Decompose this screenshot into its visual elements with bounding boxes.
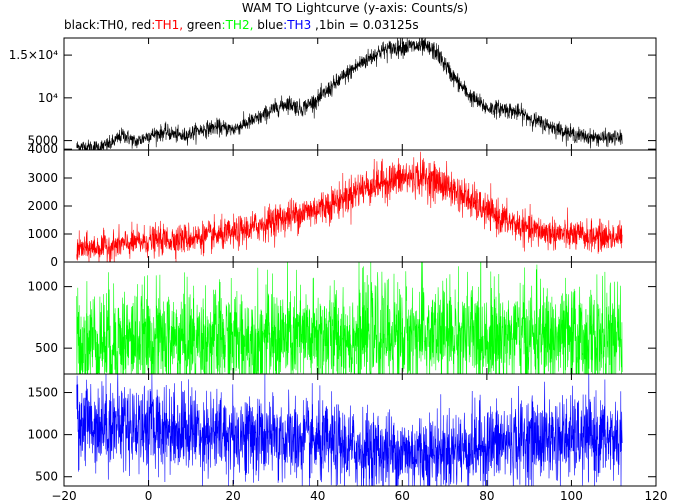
chart-subtitle: black:TH0, red:TH1, green:TH2, blue:TH3 … — [64, 18, 419, 32]
series-line-th0 — [76, 38, 623, 150]
panel-frame — [63, 373, 657, 487]
x-tick-label: −20 — [51, 489, 76, 503]
y-tick-label: 500 — [35, 470, 58, 484]
subtitle-part: ,1bin = 0.03125s — [311, 18, 418, 32]
y-tick-label: 10⁴ — [38, 91, 58, 105]
series-line-th3 — [76, 374, 623, 486]
y-tick-label: 0 — [50, 255, 58, 269]
y-tick-label: 1000 — [27, 227, 58, 241]
x-tick-label: 60 — [395, 489, 410, 503]
y-tick-label: 1.5×10⁴ — [9, 48, 58, 62]
subtitle-part: blue — [257, 18, 283, 32]
y-tick-label: 1000 — [27, 280, 58, 294]
series-line-th1 — [76, 151, 623, 262]
y-tick-label: 4000 — [27, 142, 58, 156]
series-line-th2 — [76, 262, 623, 374]
x-tick-label: 20 — [226, 489, 241, 503]
y-tick-label: 3000 — [27, 171, 58, 185]
chart-panels: 4000500010⁴1.5×10⁴0100020003000500100050… — [9, 37, 657, 487]
y-tick-label: 1500 — [27, 386, 58, 400]
x-axis: −20 0 20 40 60 80 100 120 — [51, 489, 667, 503]
subtitle-part: red — [132, 18, 152, 32]
x-tick-label: 80 — [479, 489, 494, 503]
x-tick-label: 40 — [310, 489, 325, 503]
x-tick-label: 100 — [560, 489, 583, 503]
y-tick-label: 1000 — [27, 428, 58, 442]
y-tick-label: 500 — [35, 341, 58, 355]
panel-th1: 0 1000 2000 3000 — [27, 149, 657, 269]
subtitle-part: :TH1, — [151, 18, 187, 32]
y-tick-label: 5000 — [27, 134, 58, 148]
subtitle-part: black — [64, 18, 96, 32]
subtitle-part: :TH3 — [283, 18, 311, 32]
x-tick-label: 0 — [145, 489, 153, 503]
subtitle-part: :TH2, — [222, 18, 258, 32]
subtitle-part: :TH0, — [96, 18, 132, 32]
chart-title: WAM TO Lightcurve (y-axis: Counts/s) — [242, 1, 468, 15]
x-tick-label: 120 — [645, 489, 668, 503]
y-tick-label: 2000 — [27, 199, 58, 213]
subtitle-part: green — [187, 18, 222, 32]
panel-th3: 500 1000 1500 — [27, 373, 657, 487]
